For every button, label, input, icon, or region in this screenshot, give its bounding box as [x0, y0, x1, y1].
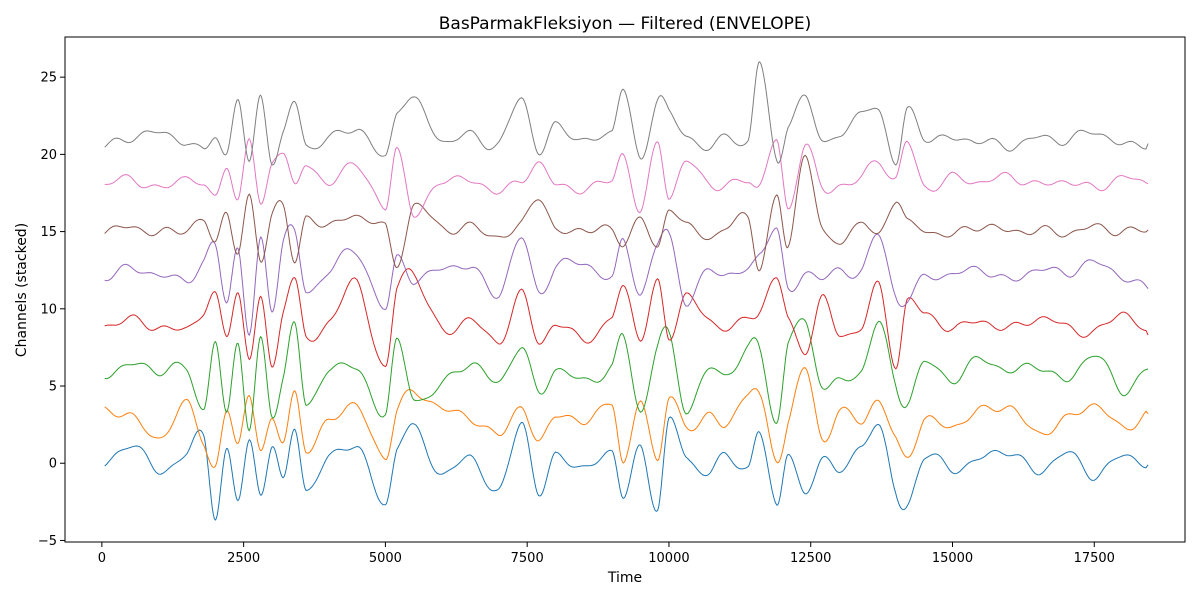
series-line-8 — [104, 61, 1149, 166]
series-layer — [104, 61, 1149, 521]
x-tick-label: 7500 — [511, 551, 544, 566]
x-axis: 0 2500 5000 7500 10000 12500 15000 17500 — [98, 542, 1115, 566]
series-line-6 — [104, 154, 1149, 272]
x-tick-label: 0 — [98, 551, 106, 566]
series-line-5 — [104, 224, 1149, 336]
y-axis-title: Channels (stacked) — [14, 223, 30, 357]
x-tick-label: 10000 — [648, 551, 689, 566]
x-tick-label: 15000 — [932, 551, 973, 566]
x-tick-label: 12500 — [790, 551, 831, 566]
y-axis: −5 0 5 10 15 20 25 — [38, 71, 65, 549]
series-line-2 — [104, 367, 1149, 468]
y-tick-label: 0 — [49, 457, 57, 472]
y-tick-label: 5 — [49, 380, 57, 395]
x-tick-label: 17500 — [1074, 551, 1115, 566]
y-tick-label: 20 — [40, 148, 57, 163]
series-line-3 — [104, 318, 1149, 432]
series-line-4 — [104, 268, 1149, 370]
x-tick-label: 2500 — [227, 551, 260, 566]
y-tick-label: −5 — [38, 534, 57, 549]
x-tick-label: 5000 — [369, 551, 402, 566]
y-tick-label: 15 — [40, 225, 57, 240]
plot-frame — [64, 36, 1186, 543]
plot-area — [64, 36, 1186, 543]
series-line-7 — [104, 138, 1149, 218]
x-axis-title: Time — [607, 570, 642, 586]
y-tick-label: 25 — [40, 71, 57, 86]
y-tick-label: 10 — [40, 302, 57, 317]
chart-title: BasParmakFleksiyon — Filtered (ENVELOPE) — [439, 14, 812, 34]
series-line-1 — [104, 416, 1149, 521]
